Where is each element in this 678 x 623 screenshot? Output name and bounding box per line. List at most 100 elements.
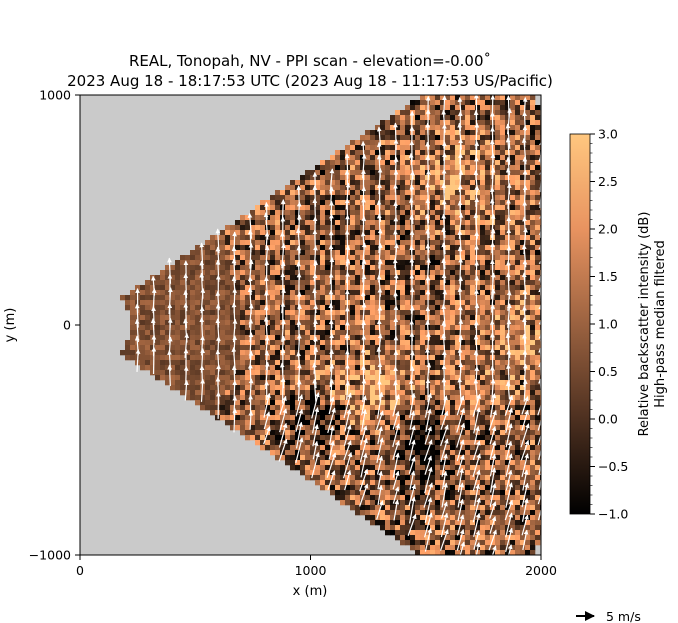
backscatter-cell (475, 325, 481, 331)
backscatter-cell (495, 410, 501, 416)
backscatter-cell (470, 390, 476, 396)
backscatter-cell (260, 230, 266, 236)
chart-title-line2: 2023 Aug 18 - 18:17:53 UTC (2023 Aug 18 … (67, 72, 553, 90)
backscatter-cell (420, 480, 426, 486)
backscatter-cell (350, 475, 356, 481)
backscatter-cell (475, 200, 481, 206)
backscatter-cell (340, 260, 346, 266)
backscatter-cell (500, 140, 506, 146)
backscatter-cell (220, 285, 226, 291)
backscatter-cell (420, 540, 426, 546)
backscatter-cell (465, 130, 471, 136)
backscatter-cell (285, 410, 291, 416)
backscatter-cell (235, 355, 241, 361)
backscatter-cell (215, 270, 221, 276)
backscatter-cell (365, 290, 371, 296)
backscatter-cell (260, 270, 266, 276)
backscatter-cell (465, 260, 471, 266)
backscatter-cell (410, 450, 416, 456)
backscatter-cell (305, 255, 311, 261)
backscatter-cell (390, 445, 396, 451)
backscatter-cell (440, 420, 446, 426)
backscatter-cell (355, 315, 361, 321)
backscatter-cell (300, 375, 306, 381)
backscatter-cell (320, 465, 326, 471)
backscatter-cell (220, 315, 226, 321)
backscatter-cell (410, 145, 416, 151)
backscatter-cell (285, 440, 291, 446)
backscatter-cell (455, 475, 461, 481)
backscatter-cell (240, 215, 246, 221)
backscatter-cell (510, 115, 516, 121)
backscatter-cell (480, 335, 486, 341)
backscatter-cell (335, 475, 341, 481)
backscatter-cell (350, 405, 356, 411)
backscatter-cell (380, 210, 386, 216)
backscatter-cell (225, 240, 231, 246)
backscatter-cell (445, 245, 451, 251)
backscatter-cell (475, 190, 481, 196)
backscatter-cell (495, 325, 501, 331)
backscatter-cell (165, 280, 171, 286)
backscatter-cell (195, 355, 201, 361)
backscatter-cell (500, 335, 506, 341)
backscatter-cell (270, 250, 276, 256)
backscatter-cell (435, 205, 441, 211)
backscatter-cell (365, 330, 371, 336)
backscatter-cell (195, 265, 201, 271)
backscatter-cell (310, 440, 316, 446)
backscatter-cell (375, 330, 381, 336)
backscatter-cell (435, 160, 441, 166)
backscatter-cell (430, 120, 436, 126)
backscatter-cell (495, 350, 501, 356)
backscatter-cell (415, 245, 421, 251)
backscatter-cell (275, 390, 281, 396)
backscatter-cell (445, 535, 451, 541)
backscatter-cell (140, 305, 146, 311)
backscatter-cell (395, 510, 401, 516)
backscatter-cell (505, 265, 511, 271)
backscatter-cell (370, 215, 376, 221)
backscatter-cell (505, 550, 511, 555)
backscatter-cell (260, 400, 266, 406)
backscatter-cell (405, 450, 411, 456)
backscatter-cell (500, 420, 506, 426)
backscatter-cell (470, 275, 476, 281)
backscatter-cell (210, 265, 216, 271)
backscatter-cell (415, 195, 421, 201)
backscatter-cell (515, 290, 521, 296)
backscatter-cell (360, 255, 366, 261)
backscatter-cell (275, 240, 281, 246)
backscatter-cell (195, 350, 201, 356)
backscatter-cell (465, 280, 471, 286)
backscatter-cell (260, 240, 266, 246)
backscatter-cell (495, 440, 501, 446)
backscatter-cell (330, 265, 336, 271)
backscatter-cell (385, 320, 391, 326)
backscatter-cell (345, 465, 351, 471)
backscatter-cell (500, 170, 506, 176)
backscatter-cell (225, 335, 231, 341)
backscatter-cell (480, 325, 486, 331)
backscatter-cell (405, 365, 411, 371)
backscatter-cell (375, 445, 381, 451)
backscatter-cell (495, 180, 501, 186)
backscatter-cell (335, 220, 341, 226)
backscatter-cell (510, 135, 516, 141)
backscatter-cell (225, 310, 231, 316)
backscatter-cell (415, 510, 421, 516)
backscatter-cell (150, 325, 156, 331)
backscatter-cell (445, 340, 451, 346)
backscatter-cell (355, 165, 361, 171)
backscatter-cell (230, 255, 236, 261)
backscatter-cell (470, 230, 476, 236)
backscatter-cell (270, 340, 276, 346)
backscatter-cell (445, 255, 451, 261)
backscatter-cell (450, 340, 456, 346)
backscatter-cell (165, 360, 171, 366)
backscatter-cell (505, 385, 511, 391)
backscatter-cell (240, 420, 246, 426)
backscatter-cell (510, 140, 516, 146)
backscatter-cell (290, 180, 296, 186)
backscatter-cell (385, 335, 391, 341)
